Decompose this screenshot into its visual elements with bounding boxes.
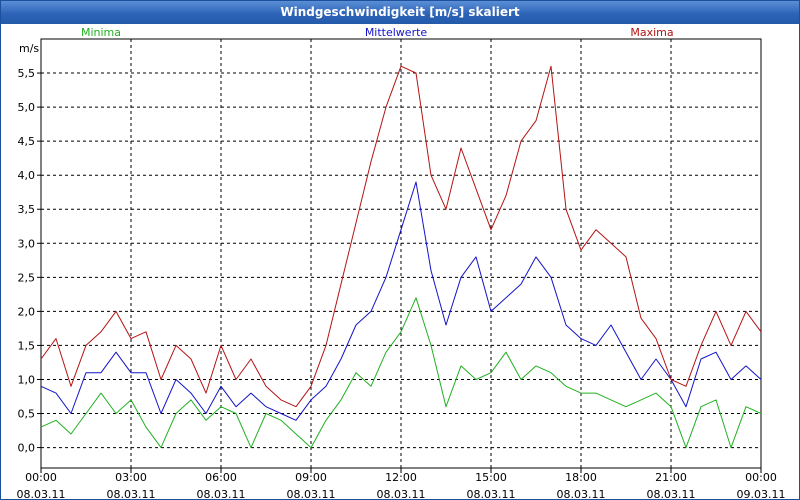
x-tick-time: 18:00	[565, 471, 597, 484]
x-tick-date: 08.03.11	[377, 488, 426, 499]
x-tick-time: 06:00	[205, 471, 237, 484]
x-tick-date: 08.03.11	[557, 488, 606, 499]
y-axis-ticks: 0,0 0,5 1,0 1,5 2,0 2,5 3,0 3,5 4,0 4,5 5,0 5,5	[18, 67, 41, 455]
x-tick-time: 00:00	[25, 471, 57, 484]
y-tick-label: 5,5	[18, 67, 36, 80]
x-axis-ticks: 00:00 08.03.11 03:00 08.03.11 06:00 08.03.11 0…	[17, 468, 786, 499]
x-tick-date: 09.03.11	[737, 488, 786, 499]
data-series	[40, 65, 762, 449]
x-tick-time: 00:00	[745, 471, 777, 484]
x-tick-time: 12:00	[385, 471, 417, 484]
y-tick-label: 1,0	[18, 373, 36, 386]
window-title: Windgeschwindigkeit [m/s] skaliert	[1, 1, 799, 24]
chart-area: m/s 0,0 0,5 1,0 1,5 2,0 2,5 3,0 3,5 4,0 4,5 5,0 5,5…	[1, 25, 799, 499]
y-tick-label: 4,0	[18, 169, 36, 182]
y-tick-label: 1,5	[18, 339, 36, 352]
x-tick-time: 15:00	[475, 471, 507, 484]
y-tick-label: 3,0	[18, 237, 36, 250]
y-tick-label: 2,5	[18, 271, 36, 284]
legend-maxima: Maxima	[630, 26, 673, 39]
x-tick-time: 03:00	[115, 471, 147, 484]
y-tick-label: 4,5	[18, 135, 36, 148]
y-tick-label: 2,0	[18, 305, 36, 318]
x-tick-time: 09:00	[295, 471, 327, 484]
y-tick-label: 0,5	[18, 408, 36, 421]
y-tick-label: 5,0	[18, 101, 36, 114]
series-line-mittelwerte	[40, 181, 762, 421]
legend-minima: Minima	[81, 26, 121, 39]
series-line-minima	[40, 297, 762, 449]
legend: Minima Mittelwerte Maxima	[81, 26, 674, 39]
x-tick-date: 08.03.11	[17, 488, 66, 499]
x-tick-time: 21:00	[655, 471, 687, 484]
plot-background	[1, 25, 799, 499]
x-tick-date: 08.03.11	[467, 488, 516, 499]
x-tick-date: 08.03.11	[647, 488, 696, 499]
x-tick-date: 08.03.11	[197, 488, 246, 499]
y-tick-label: 3,5	[18, 203, 36, 216]
x-tick-date: 08.03.11	[107, 488, 156, 499]
x-tick-date: 08.03.11	[287, 488, 336, 499]
series-line-maxima	[40, 65, 762, 408]
legend-mittelwerte: Mittelwerte	[365, 26, 428, 39]
y-axis-unit-label: m/s	[19, 42, 39, 55]
y-tick-label: 0,0	[18, 442, 36, 455]
